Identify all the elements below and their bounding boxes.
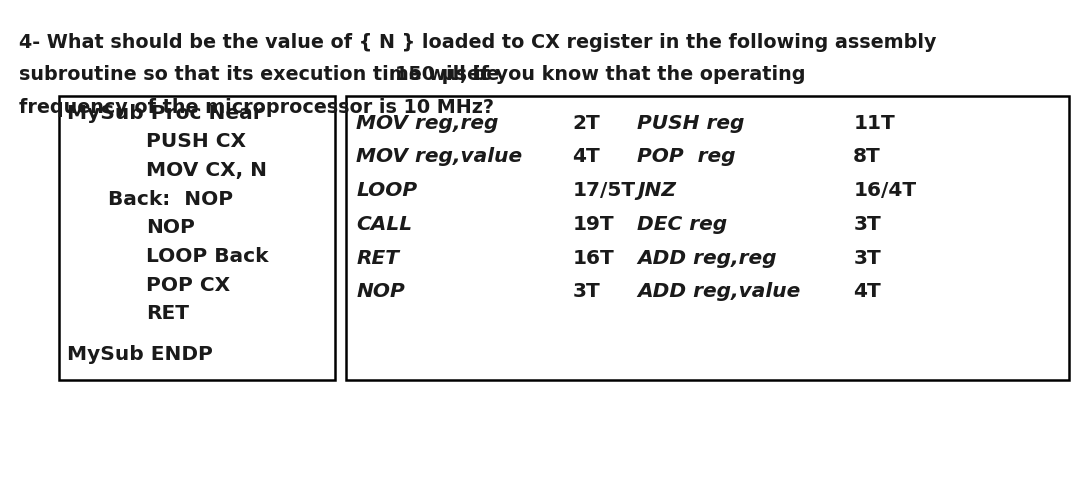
Text: CALL: CALL: [356, 215, 413, 234]
Text: frequency of the microprocessor is 10 MHz?: frequency of the microprocessor is 10 MH…: [19, 98, 495, 117]
Text: 19T: 19T: [572, 215, 615, 234]
Text: JNZ: JNZ: [637, 181, 676, 200]
Text: 17/5T: 17/5T: [572, 181, 635, 200]
Text: 16/4T: 16/4T: [853, 181, 916, 200]
Text: 16T: 16T: [572, 248, 615, 268]
Text: subroutine so that its execution time will be: subroutine so that its execution time wi…: [19, 65, 507, 85]
Text: 150 μsec: 150 μsec: [394, 65, 491, 85]
Text: MOV reg,value: MOV reg,value: [356, 147, 523, 166]
Text: NOP: NOP: [146, 218, 194, 237]
Text: 4T: 4T: [853, 282, 881, 301]
Text: MOV reg,reg: MOV reg,reg: [356, 114, 499, 133]
Text: MOV CX, N: MOV CX, N: [146, 161, 267, 180]
Text: MySub Proc Near: MySub Proc Near: [67, 104, 262, 123]
Text: 4- What should be the value of { N } loaded to CX register in the following asse: 4- What should be the value of { N } loa…: [19, 33, 937, 52]
Text: LOOP: LOOP: [356, 181, 418, 200]
Text: RET: RET: [356, 248, 400, 268]
Text: 11T: 11T: [853, 114, 895, 133]
Text: 3T: 3T: [572, 282, 600, 301]
Text: , if you know that the operating: , if you know that the operating: [460, 65, 806, 85]
Text: POP CX: POP CX: [146, 276, 230, 295]
Text: 3T: 3T: [853, 248, 881, 268]
Text: POP  reg: POP reg: [637, 147, 735, 166]
Text: Back:  NOP: Back: NOP: [108, 190, 233, 209]
Text: ADD reg,value: ADD reg,value: [637, 282, 800, 301]
Text: DEC reg: DEC reg: [637, 215, 727, 234]
Text: 3T: 3T: [853, 215, 881, 234]
Text: PUSH reg: PUSH reg: [637, 114, 744, 133]
Text: 4T: 4T: [572, 147, 600, 166]
Text: NOP: NOP: [356, 282, 405, 301]
Text: 8T: 8T: [853, 147, 881, 166]
Text: LOOP Back: LOOP Back: [146, 247, 268, 266]
Text: 2T: 2T: [572, 114, 600, 133]
Text: RET: RET: [146, 304, 189, 323]
Text: ADD reg,reg: ADD reg,reg: [637, 248, 777, 268]
Text: PUSH CX: PUSH CX: [146, 132, 246, 151]
Text: MySub ENDP: MySub ENDP: [67, 345, 213, 364]
